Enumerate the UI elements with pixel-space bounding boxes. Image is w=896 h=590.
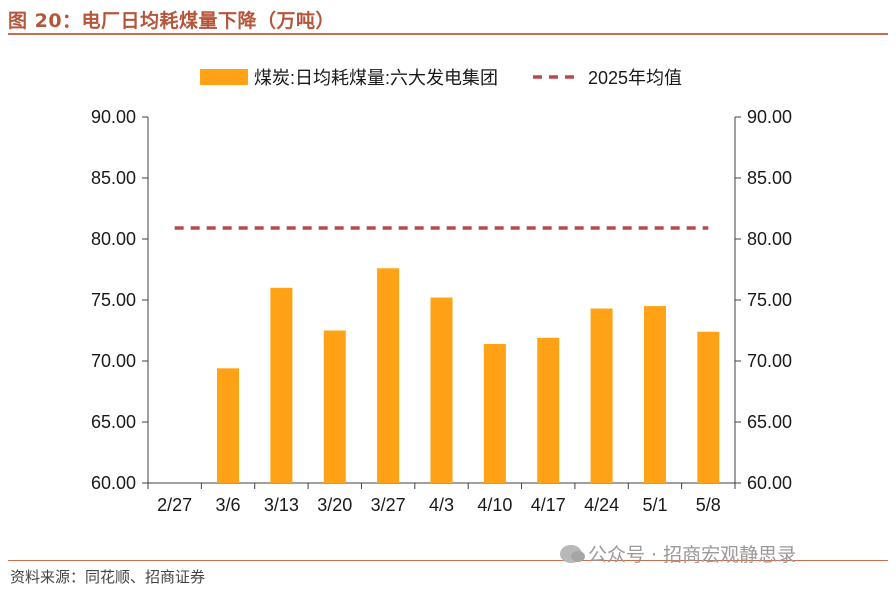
bar — [430, 297, 453, 483]
y-tick-label-left: 60.00 — [91, 473, 136, 493]
x-tick-label: 3/20 — [317, 495, 352, 515]
y-tick-label-right: 70.00 — [747, 351, 792, 371]
x-tick-label: 3/6 — [216, 495, 241, 515]
bar — [217, 368, 240, 483]
chart-legend: 煤炭:日均耗煤量:六大发电集团 2025年均值 — [200, 68, 682, 88]
y-tick-label-left: 85.00 — [91, 168, 136, 188]
source-note: 资料来源：同花顺、招商证券 — [10, 568, 206, 586]
y-tick-label-right: 60.00 — [747, 473, 792, 493]
x-tick-label: 4/17 — [531, 495, 566, 515]
chart-axes: 60.00 65.00 70.00 75.00 80.00 85.00 90.00 60.00… — [91, 107, 792, 515]
y-tick-label-right: 80.00 — [747, 229, 792, 249]
x-tick-label: 5/8 — [696, 495, 721, 515]
title-rule — [8, 33, 888, 35]
figure-title: 图 20：电厂日均耗煤量下降（万吨） — [8, 10, 336, 32]
watermark: 公众号 · 招商宏观静思录 — [560, 540, 796, 567]
x-tick-label: 3/13 — [264, 495, 299, 515]
bar — [643, 306, 666, 483]
footer-rule — [8, 560, 888, 561]
y-tick-label-left: 65.00 — [91, 412, 136, 432]
wechat-icon — [560, 544, 585, 563]
y-tick-label-left: 70.00 — [91, 351, 136, 371]
bar — [377, 268, 400, 483]
legend-label-bar: 煤炭:日均耗煤量:六大发电集团 — [254, 68, 498, 88]
x-tick-label: 4/3 — [429, 495, 454, 515]
y-tick-label-right: 90.00 — [747, 107, 792, 127]
y-tick-label-right: 75.00 — [747, 290, 792, 310]
x-tick-label: 5/1 — [642, 495, 667, 515]
y-tick-label-left: 80.00 — [91, 229, 136, 249]
x-tick-label: 4/24 — [584, 495, 619, 515]
bar — [483, 343, 506, 483]
y-tick-label-left: 75.00 — [91, 290, 136, 310]
x-tick-label: 4/10 — [477, 495, 512, 515]
legend-swatch-bar — [200, 69, 248, 85]
bar — [323, 330, 346, 483]
y-tick-label-left: 90.00 — [91, 107, 136, 127]
bar — [590, 308, 613, 483]
bar — [537, 337, 560, 483]
y-tick-label-right: 85.00 — [747, 168, 792, 188]
bar — [697, 331, 720, 483]
x-tick-label: 2/27 — [157, 495, 192, 515]
watermark-text: 公众号 · 招商宏观静思录 — [588, 544, 797, 566]
bar — [270, 287, 293, 483]
x-tick-label: 3/27 — [371, 495, 406, 515]
legend-label-line: 2025年均值 — [588, 68, 682, 88]
bar-series — [217, 268, 720, 483]
y-tick-label-right: 65.00 — [747, 412, 792, 432]
